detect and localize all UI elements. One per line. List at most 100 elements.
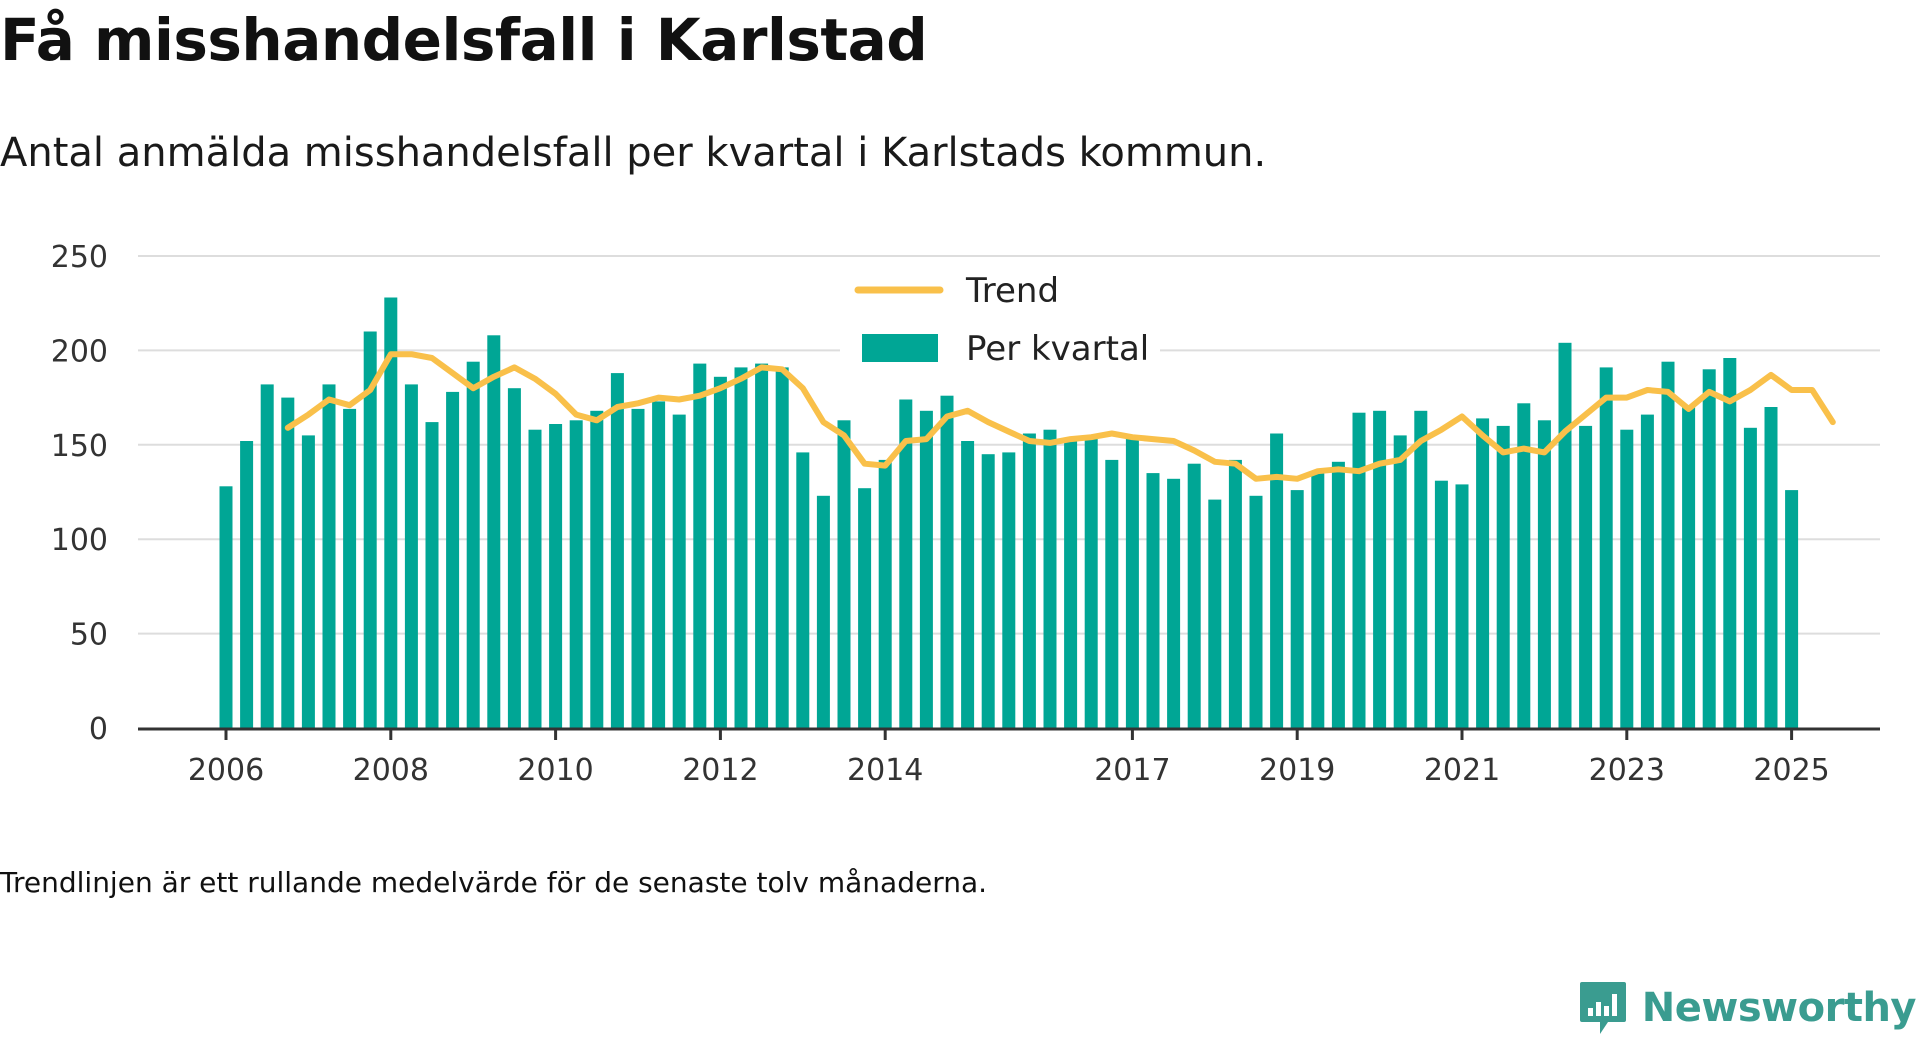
footnote: Trendlinjen är ett rullande medelvärde f… <box>0 866 988 899</box>
bar <box>1537 420 1551 728</box>
bar <box>404 384 418 728</box>
bar <box>1558 342 1572 728</box>
y-tick-label: 200 <box>51 334 108 369</box>
bar <box>1125 437 1139 728</box>
bar <box>1064 441 1078 728</box>
bar <box>1249 495 1263 728</box>
bar <box>301 435 315 728</box>
bar <box>590 410 604 728</box>
bar <box>1084 435 1098 728</box>
bar <box>446 391 460 728</box>
bar <box>1476 418 1490 728</box>
y-tick-label: 150 <box>51 429 108 464</box>
bar <box>1105 459 1119 728</box>
newsworthy-logo-icon <box>1579 982 1626 1034</box>
bar <box>260 384 274 728</box>
bar <box>487 335 501 728</box>
legend: Trend Per kvartal <box>840 258 1160 369</box>
bar <box>363 331 377 728</box>
bar <box>1414 410 1428 728</box>
bar <box>713 376 727 728</box>
bar <box>1352 412 1366 728</box>
y-tick-label: 250 <box>51 240 108 275</box>
bar <box>1393 435 1407 728</box>
bar <box>1702 369 1716 728</box>
legend-label-trend: Trend <box>965 271 1059 311</box>
bar <box>549 424 563 728</box>
bar <box>425 422 439 728</box>
bar <box>734 367 748 728</box>
bar <box>693 363 707 728</box>
bar <box>1146 473 1160 728</box>
bar <box>1187 463 1201 728</box>
bar <box>281 397 295 728</box>
bar <box>1002 452 1016 728</box>
x-tick-label: 2006 <box>188 753 264 788</box>
x-tick-label: 2023 <box>1589 753 1665 788</box>
x-tick-label: 2014 <box>847 753 923 788</box>
bar <box>1208 499 1222 728</box>
bar <box>858 488 872 728</box>
bar <box>755 363 769 728</box>
bar <box>631 408 645 728</box>
y-axis-ticks: 0 50 100 150 200 250 <box>51 240 108 747</box>
bar <box>528 429 542 728</box>
bar <box>1496 425 1510 728</box>
bar <box>219 486 233 728</box>
chart-area: 0 50 100 150 200 250 2006 2008 2010 2012 2014 2017… <box>51 240 1880 788</box>
bar <box>961 441 975 728</box>
x-tick-label: 2012 <box>682 753 758 788</box>
x-axis: 2006 2008 2010 2012 2014 2017 2019 2021 2023 2025 <box>138 727 1880 788</box>
x-tick-label: 2025 <box>1753 753 1829 788</box>
legend-swatch-bars <box>862 334 938 362</box>
bar <box>1743 427 1757 728</box>
bar <box>1228 459 1242 728</box>
trend-line <box>284 351 1836 482</box>
bar <box>1373 410 1387 728</box>
chart-title: Få misshandelsfall i Karlstad <box>0 6 928 74</box>
bar <box>1620 429 1634 728</box>
bar <box>507 388 521 728</box>
bar <box>1434 480 1448 728</box>
bar <box>1785 490 1799 728</box>
trend-series <box>284 351 1836 482</box>
bar <box>816 495 830 728</box>
chart-subtitle: Antal anmälda misshandelsfall per kvarta… <box>0 130 1267 176</box>
bar <box>1331 461 1345 728</box>
x-tick-label: 2017 <box>1094 753 1170 788</box>
bar <box>1579 425 1593 728</box>
bar <box>610 373 624 728</box>
legend-label-bars: Per kvartal <box>966 329 1149 369</box>
bar <box>899 399 913 728</box>
bar <box>1311 473 1325 728</box>
bar <box>1517 403 1531 728</box>
bar <box>240 441 254 728</box>
y-tick-label: 0 <box>89 712 108 747</box>
bar <box>1043 429 1057 728</box>
bar <box>981 454 995 728</box>
bar <box>1290 490 1304 728</box>
x-tick-label: 2008 <box>353 753 429 788</box>
x-tick-label: 2010 <box>517 753 593 788</box>
bar <box>1599 367 1613 728</box>
bar <box>1167 478 1181 728</box>
bar <box>1022 433 1036 728</box>
bar <box>796 452 810 728</box>
x-tick-label: 2021 <box>1424 753 1500 788</box>
bar <box>384 297 398 728</box>
bar <box>1455 484 1469 728</box>
bar <box>343 408 357 728</box>
brand-logo: Newsworthy <box>1578 980 1917 1036</box>
bar <box>652 401 666 728</box>
bar <box>322 384 336 728</box>
brand-name: Newsworthy <box>1641 985 1917 1031</box>
bar <box>1764 407 1778 728</box>
bar <box>878 459 892 728</box>
x-tick-label: 2019 <box>1259 753 1335 788</box>
bar <box>466 361 480 728</box>
bar <box>672 414 686 728</box>
bar <box>1270 433 1284 728</box>
bar <box>1723 358 1737 728</box>
bar <box>1640 414 1654 728</box>
bar <box>1661 361 1675 728</box>
